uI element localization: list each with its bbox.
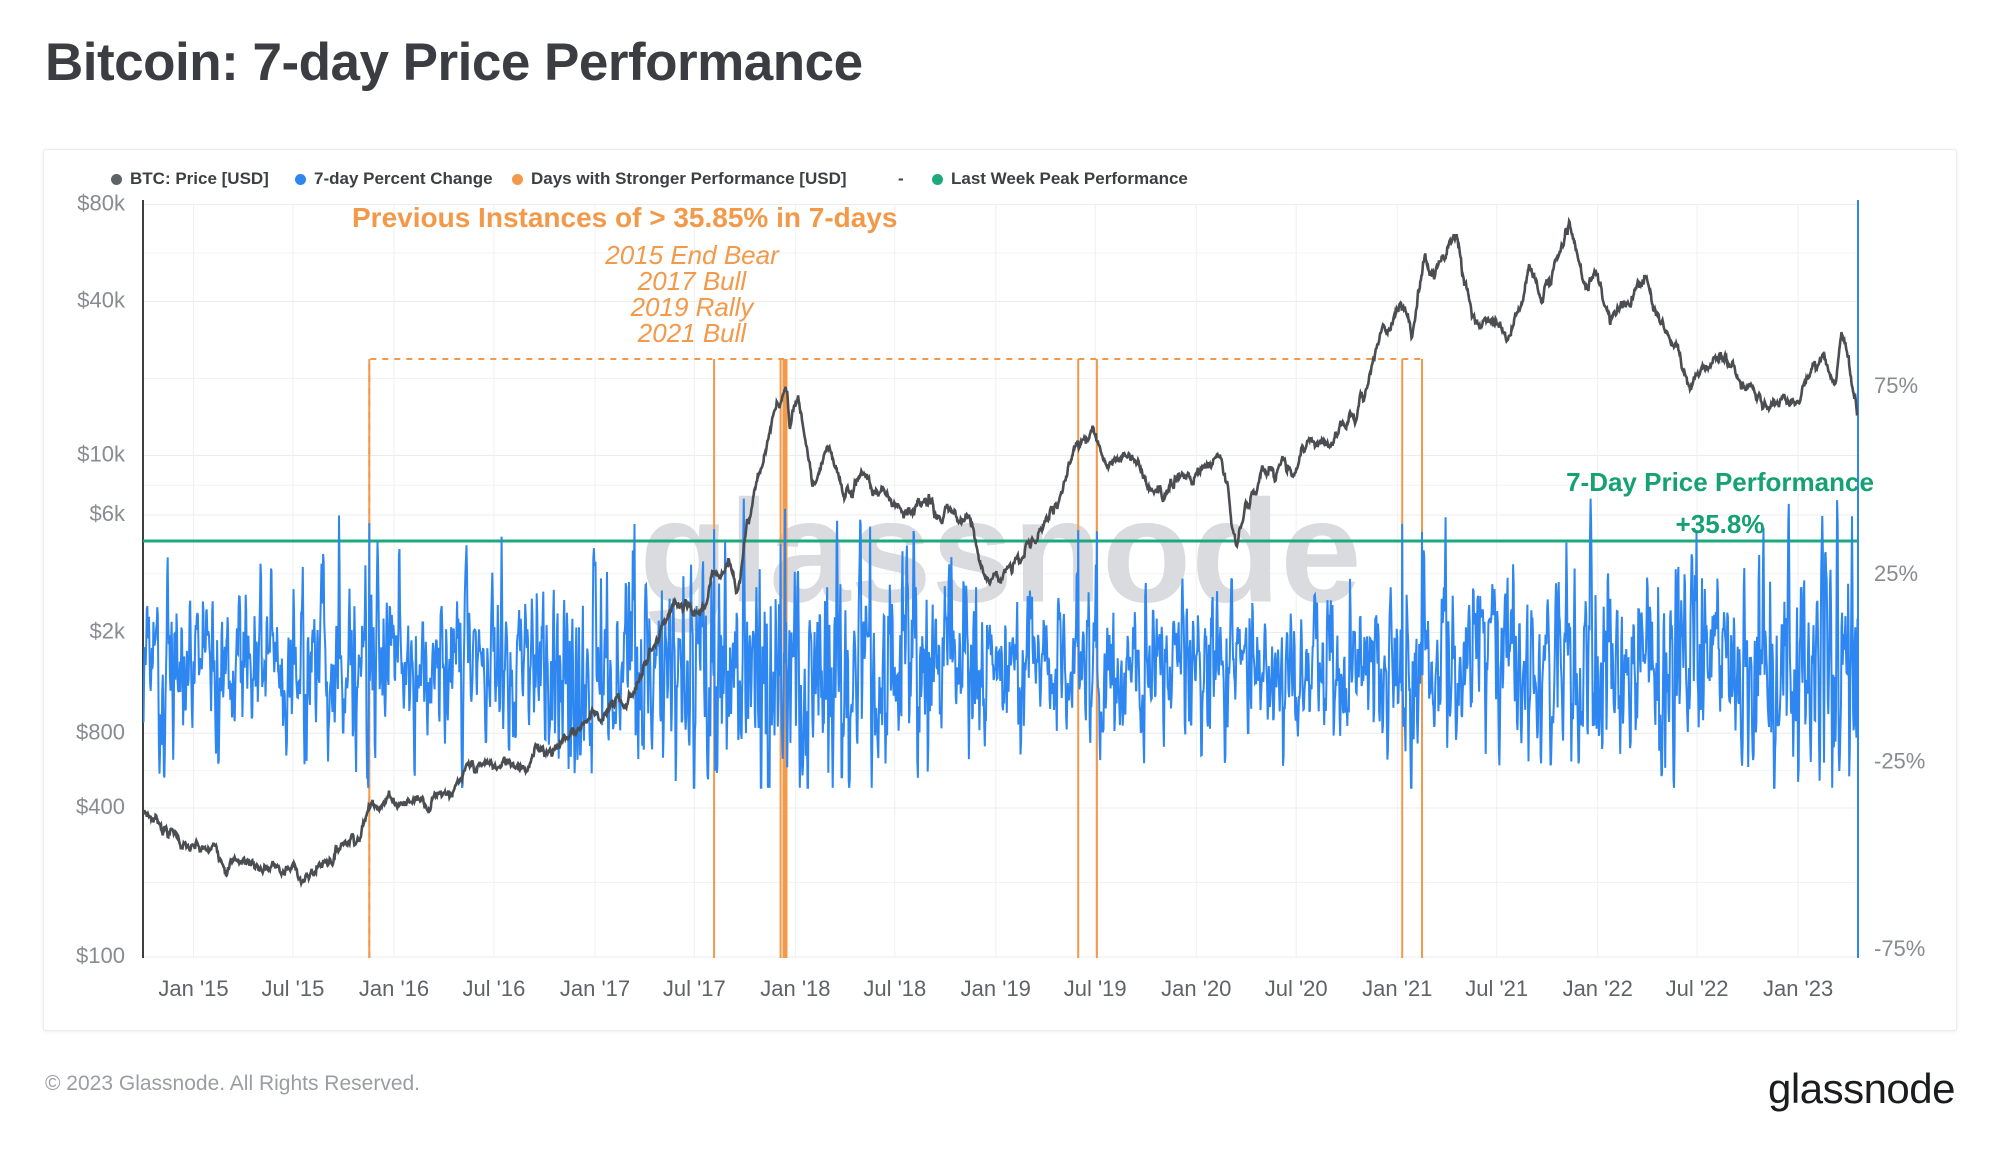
svg-text:Jul '17: Jul '17 bbox=[663, 976, 726, 1001]
svg-text:25%: 25% bbox=[1874, 561, 1918, 586]
svg-text:Jul '22: Jul '22 bbox=[1666, 976, 1729, 1001]
svg-text:Jul '19: Jul '19 bbox=[1064, 976, 1127, 1001]
svg-text:Jan '16: Jan '16 bbox=[359, 976, 429, 1001]
svg-text:Jul '21: Jul '21 bbox=[1465, 976, 1528, 1001]
svg-text:Jan '19: Jan '19 bbox=[961, 976, 1031, 1001]
svg-text:Jul '15: Jul '15 bbox=[261, 976, 324, 1001]
svg-text:-25%: -25% bbox=[1874, 749, 1925, 774]
svg-text:$100: $100 bbox=[76, 943, 125, 968]
svg-text:$400: $400 bbox=[76, 794, 125, 819]
svg-text:Jul '18: Jul '18 bbox=[863, 976, 926, 1001]
svg-text:Jan '23: Jan '23 bbox=[1763, 976, 1833, 1001]
svg-text:$6k: $6k bbox=[90, 501, 126, 526]
svg-text:Jan '21: Jan '21 bbox=[1362, 976, 1432, 1001]
svg-text:$40k: $40k bbox=[77, 288, 126, 313]
svg-text:-75%: -75% bbox=[1874, 936, 1925, 961]
svg-text:Jul '16: Jul '16 bbox=[462, 976, 525, 1001]
svg-text:Jan '17: Jan '17 bbox=[560, 976, 630, 1001]
svg-text:$2k: $2k bbox=[90, 619, 126, 644]
svg-text:75%: 75% bbox=[1874, 373, 1918, 398]
svg-text:$10k: $10k bbox=[77, 442, 126, 467]
svg-text:Jan '15: Jan '15 bbox=[158, 976, 228, 1001]
svg-text:Jan '20: Jan '20 bbox=[1161, 976, 1231, 1001]
svg-text:Jan '18: Jan '18 bbox=[760, 976, 830, 1001]
svg-text:Jan '22: Jan '22 bbox=[1563, 976, 1633, 1001]
svg-text:$800: $800 bbox=[76, 719, 125, 744]
svg-text:Jul '20: Jul '20 bbox=[1265, 976, 1328, 1001]
